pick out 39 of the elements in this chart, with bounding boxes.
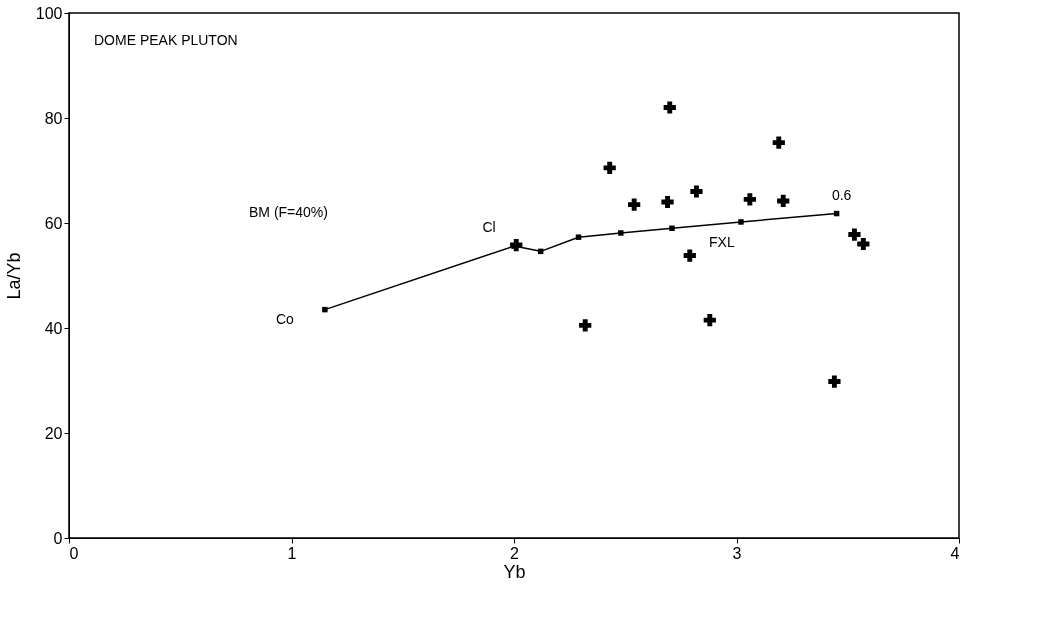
point [663, 101, 676, 114]
y-tick-label: 20 [44, 424, 63, 442]
point [669, 225, 675, 231]
point [628, 198, 641, 211]
annotation: FXL [709, 234, 735, 250]
annotation: DOME PEAK PLUTON [94, 32, 238, 48]
x-tick-label: 0 [69, 544, 79, 562]
point [575, 234, 582, 240]
point [603, 161, 616, 174]
point [661, 195, 674, 209]
y-tick-label: 60 [44, 214, 63, 232]
y-axis-title: La/Yb [3, 252, 24, 300]
x-tick-label: 4 [950, 544, 960, 562]
y-tick-label: 80 [44, 109, 63, 127]
point [322, 306, 328, 313]
x-tick-label: 2 [510, 544, 520, 562]
point [703, 314, 716, 327]
point [690, 185, 703, 198]
x-tick-label: 1 [287, 544, 297, 562]
x-axis-title: Yb [503, 561, 526, 582]
point [510, 238, 523, 252]
x-tick-label: 3 [732, 544, 742, 562]
annotation: Cl [482, 219, 496, 236]
y-tick-label: 0 [53, 529, 63, 547]
point [828, 375, 841, 388]
point [777, 194, 790, 208]
point [848, 228, 861, 241]
point [738, 219, 744, 225]
annotation: Co [275, 310, 295, 327]
y-tick-label: 100 [35, 4, 63, 22]
point [618, 230, 624, 236]
annotation: 0.6 [831, 186, 852, 203]
point [743, 193, 756, 206]
point [857, 237, 870, 251]
y-tick-label: 40 [44, 319, 63, 337]
point [579, 319, 592, 332]
point [683, 249, 696, 262]
annotation: BM (F=40%) [249, 204, 328, 220]
point [772, 136, 785, 149]
